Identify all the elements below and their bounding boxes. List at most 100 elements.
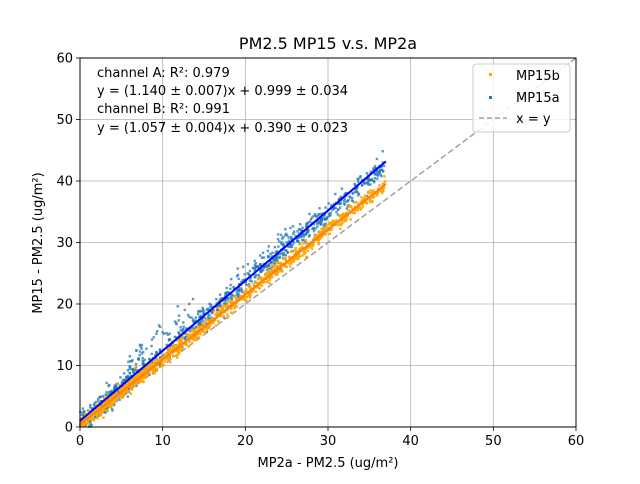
scatter-point bbox=[302, 242, 305, 245]
scatter-point bbox=[338, 206, 342, 209]
scatter-point bbox=[339, 223, 342, 227]
scatter-point bbox=[312, 241, 315, 244]
scatter-point bbox=[150, 368, 153, 371]
scatter-point bbox=[287, 236, 290, 239]
scatter-point bbox=[153, 360, 157, 363]
scatter-point bbox=[161, 331, 164, 334]
scatter-point bbox=[202, 313, 206, 316]
scatter-point bbox=[312, 242, 315, 246]
scatter-point bbox=[132, 370, 135, 374]
scatter-point bbox=[359, 208, 362, 211]
scatter-point bbox=[324, 222, 327, 225]
scatter-point bbox=[193, 320, 196, 323]
scatter-point bbox=[112, 388, 116, 392]
scatter-point bbox=[117, 394, 120, 397]
scatter-point bbox=[104, 411, 107, 414]
scatter-point bbox=[125, 375, 128, 379]
scatter-point bbox=[113, 402, 116, 405]
scatter-point bbox=[224, 293, 227, 296]
scatter-point bbox=[288, 243, 292, 247]
scatter-point bbox=[353, 182, 356, 186]
scatter-point bbox=[270, 276, 273, 279]
scatter-point bbox=[318, 220, 322, 224]
scatter-point bbox=[381, 150, 384, 153]
scatter-point bbox=[373, 164, 377, 168]
scatter-point bbox=[338, 214, 341, 218]
scatter-point bbox=[173, 335, 176, 339]
scatter-point bbox=[200, 330, 204, 333]
scatter-point bbox=[112, 400, 115, 404]
scatter-point bbox=[280, 267, 283, 271]
scatter-point bbox=[223, 302, 226, 305]
scatter-point bbox=[119, 376, 122, 379]
scatter-point bbox=[256, 266, 259, 269]
scatter-point bbox=[131, 384, 134, 387]
scatter-point bbox=[331, 222, 335, 225]
scatter-point bbox=[197, 332, 201, 336]
scatter-point bbox=[224, 291, 227, 295]
scatter-point bbox=[234, 297, 238, 301]
scatter-point bbox=[305, 231, 309, 234]
scatter-point bbox=[162, 363, 165, 367]
scatter-point bbox=[156, 330, 159, 333]
scatter-point bbox=[183, 308, 186, 312]
scatter-point bbox=[147, 365, 150, 368]
scatter-point bbox=[135, 380, 138, 384]
scatter-point bbox=[380, 175, 383, 178]
scatter-point bbox=[276, 233, 280, 236]
scatter-point bbox=[185, 343, 188, 347]
x-tick-label: 40 bbox=[402, 434, 419, 449]
scatter-point bbox=[368, 197, 372, 200]
scatter-point bbox=[200, 318, 204, 321]
scatter-point bbox=[297, 227, 301, 231]
scatter-point bbox=[166, 333, 170, 336]
scatter-point bbox=[216, 308, 220, 312]
scatter-point bbox=[161, 354, 164, 358]
scatter-point bbox=[346, 205, 349, 208]
scatter-point bbox=[200, 310, 203, 313]
scatter-point bbox=[284, 228, 287, 231]
scatter-point bbox=[204, 317, 207, 320]
scatter-point bbox=[287, 245, 291, 249]
scatter-point bbox=[273, 262, 276, 266]
scatter-point bbox=[229, 287, 232, 291]
scatter-point bbox=[280, 241, 283, 244]
scatter-point bbox=[108, 392, 111, 396]
scatter-point bbox=[351, 211, 355, 215]
scatter-point bbox=[218, 293, 222, 296]
scatter-point bbox=[265, 265, 268, 269]
scatter-point bbox=[158, 364, 161, 367]
scatter-point bbox=[93, 402, 96, 405]
scatter-point bbox=[134, 376, 137, 380]
scatter-point bbox=[94, 413, 97, 417]
scatter-point bbox=[140, 347, 143, 350]
scatter-point bbox=[225, 291, 229, 294]
scatter-point bbox=[363, 201, 366, 204]
scatter-point bbox=[267, 272, 271, 276]
scatter-point bbox=[162, 332, 166, 335]
scatter-point bbox=[286, 251, 289, 254]
scatter-point bbox=[336, 213, 340, 216]
scatter-point bbox=[317, 214, 320, 217]
scatter-point bbox=[299, 247, 303, 250]
scatter-point bbox=[196, 312, 200, 316]
scatter-point bbox=[340, 223, 343, 226]
scatter-point bbox=[332, 206, 335, 209]
y-tick-label: 50 bbox=[56, 113, 73, 128]
scatter-point bbox=[219, 311, 222, 314]
scatter-point bbox=[292, 259, 296, 262]
scatter-point bbox=[96, 411, 99, 414]
scatter-point bbox=[195, 335, 198, 338]
scatter-point bbox=[187, 340, 191, 344]
scatter-point bbox=[274, 251, 277, 254]
scatter-point bbox=[153, 368, 157, 371]
scatter-point bbox=[276, 264, 279, 268]
scatter-point bbox=[316, 222, 319, 226]
scatter-point bbox=[292, 230, 296, 233]
scatter-point bbox=[205, 308, 208, 311]
scatter-point bbox=[253, 276, 256, 279]
scatter-point bbox=[237, 277, 240, 280]
scatter-point bbox=[155, 332, 158, 336]
scatter-point bbox=[159, 358, 163, 361]
scatter-point bbox=[121, 378, 125, 382]
